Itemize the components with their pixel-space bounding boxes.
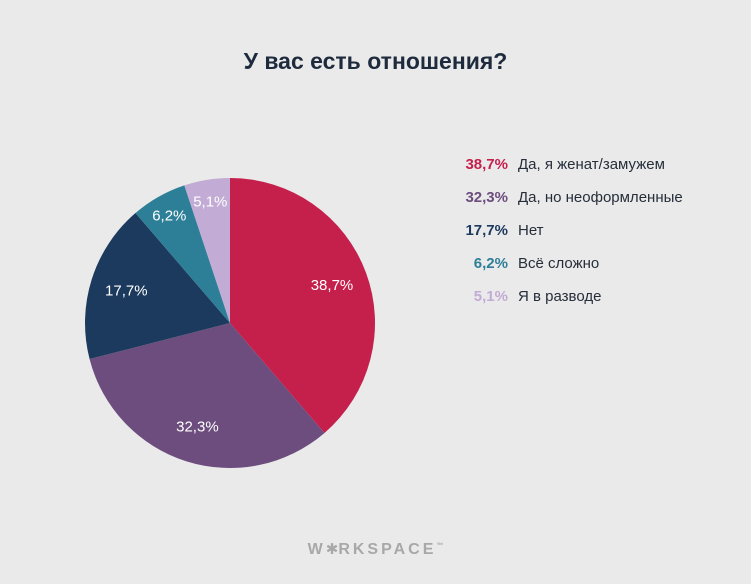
legend-label: Нет [518, 222, 544, 239]
workspace-logo: W✱RKSPACE™ [0, 540, 751, 559]
legend-item: 5,1% Я в разводе [440, 280, 740, 313]
slice-value-label: 6,2% [152, 208, 186, 225]
pie-slice-1 [89, 323, 325, 468]
pie-slice-4 [184, 178, 230, 323]
legend-item: 17,7% Нет [440, 214, 740, 247]
legend-item: 38,7% Да, я женат/замужем [440, 148, 740, 181]
pie-slice-0 [230, 178, 376, 433]
star-icon: ✱ [325, 541, 339, 558]
legend-label: Я в разводе [518, 288, 602, 305]
pie-svg: 38,7% 32,3% 17,7% 6,2% 5,1% [85, 178, 376, 468]
legend-label: Всё сложно [518, 255, 600, 272]
pie-slice-3 [135, 185, 230, 323]
slice-value-label: 5,1% [193, 193, 227, 210]
legend-percent: 38,7% [465, 156, 508, 173]
legend-label: Да, но неоформленные [518, 189, 683, 206]
legend-percent: 6,2% [473, 255, 508, 272]
legend-percent: 32,3% [465, 189, 508, 206]
chart-title: У вас есть отношения? [243, 48, 508, 74]
legend-item: 32,3% Да, но неоформленные [440, 181, 740, 214]
pie-chart: 38,7% 32,3% 17,7% 6,2% 5,1% [80, 173, 380, 473]
legend-label: Да, я женат/замужем [518, 156, 665, 173]
legend-percent: 5,1% [473, 288, 508, 305]
logo-text-prefix: W [307, 541, 326, 558]
logo-text-suffix: RKSPACE [338, 541, 437, 558]
trademark-symbol: ™ [436, 542, 444, 550]
legend: 38,7% Да, я женат/замужем 32,3% Да, но н… [440, 148, 740, 313]
pie-slice-2 [85, 213, 231, 360]
legend-item: 6,2% Всё сложно [440, 247, 740, 280]
slice-value-label: 38,7% [311, 277, 354, 294]
legend-percent: 17,7% [465, 222, 508, 239]
slice-value-label: 32,3% [176, 419, 219, 436]
slice-value-label: 17,7% [105, 282, 148, 299]
